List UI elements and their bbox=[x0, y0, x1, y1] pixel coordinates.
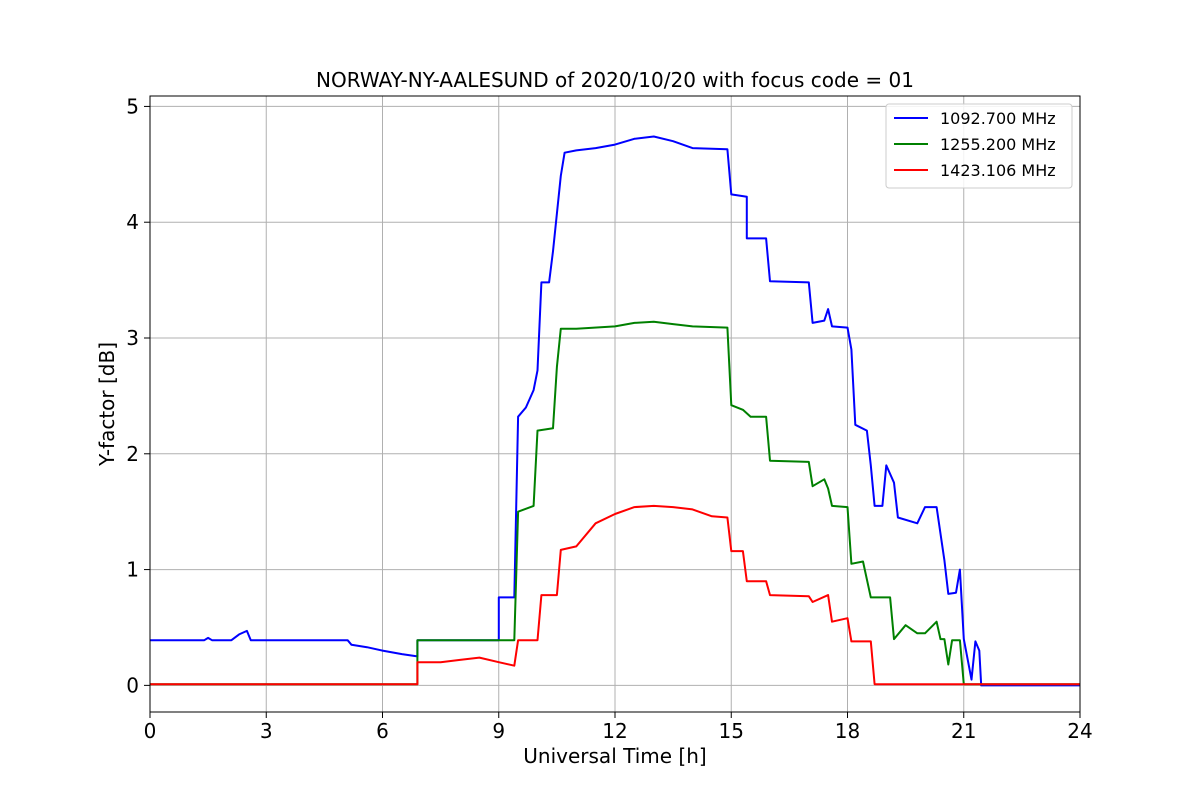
y-axis-label: Y-factor [dB] bbox=[95, 342, 119, 467]
x-tick-label: 21 bbox=[951, 719, 976, 743]
x-tick-label: 24 bbox=[1067, 719, 1092, 743]
series-line-3 bbox=[150, 504, 1080, 686]
x-tick-label: 18 bbox=[835, 719, 860, 743]
legend-label-1: 1092.700 MHz bbox=[940, 109, 1056, 128]
x-tick-label: 9 bbox=[492, 719, 505, 743]
legend-label-3: 1423.106 MHz bbox=[940, 161, 1056, 180]
series-line-2 bbox=[150, 320, 1080, 686]
x-tick-label: 0 bbox=[144, 719, 157, 743]
y-tick-label: 2 bbox=[126, 442, 139, 466]
legend-label-2: 1255.200 MHz bbox=[940, 135, 1056, 154]
x-axis-label: Universal Time [h] bbox=[523, 744, 706, 768]
series-lines bbox=[150, 135, 1080, 687]
legend-box bbox=[885, 103, 1073, 189]
series-line-1 bbox=[150, 135, 1080, 687]
x-tick-label: 6 bbox=[376, 719, 389, 743]
legend: 1092.700 MHz 1255.200 MHz 1423.106 MHz bbox=[885, 103, 1073, 189]
y-tick-label: 1 bbox=[126, 558, 139, 582]
chart-title: NORWAY-NY-AALESUND of 2020/10/20 with fo… bbox=[316, 68, 914, 92]
x-tick-label: 15 bbox=[719, 719, 744, 743]
y-tick-label: 0 bbox=[126, 673, 139, 697]
x-tick-label: 12 bbox=[602, 719, 627, 743]
y-tick-label: 3 bbox=[126, 326, 139, 350]
y-tick-label: 5 bbox=[126, 94, 139, 118]
x-tick-label: 3 bbox=[260, 719, 273, 743]
y-tick-label: 4 bbox=[126, 210, 139, 234]
